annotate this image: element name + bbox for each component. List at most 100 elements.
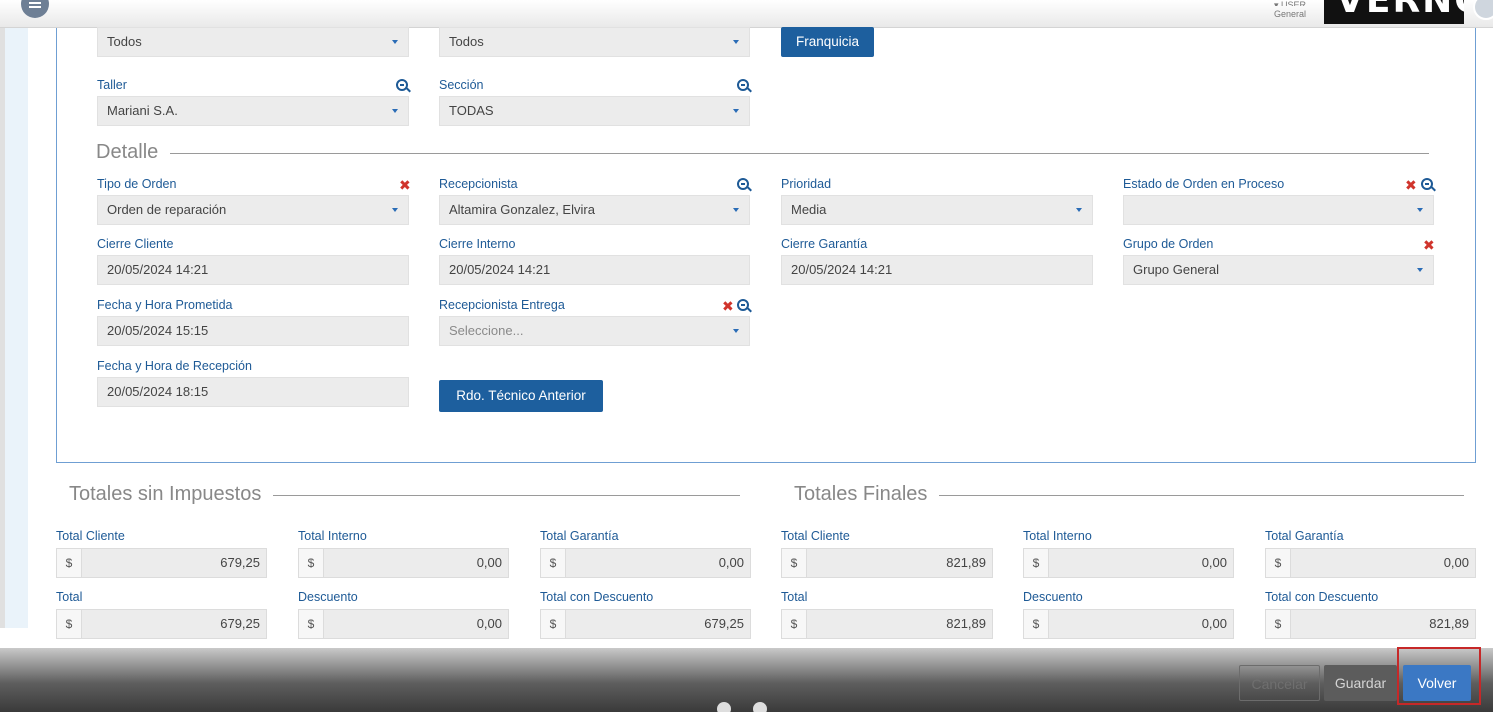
amount-value: 679,25 — [704, 616, 744, 631]
chevron-down-icon — [1417, 268, 1423, 272]
seccion-value: TODAS — [449, 103, 494, 118]
company-name: General — [1273, 9, 1307, 19]
search-icon[interactable] — [1421, 178, 1433, 190]
total-label: Total Cliente — [781, 529, 850, 543]
total-label: Total — [56, 590, 83, 604]
taller-select[interactable]: Mariani S.A. — [97, 96, 409, 126]
total-field[interactable]: $ 0,00 — [540, 548, 751, 578]
rdo-tecnico-button[interactable]: Rdo. Técnico Anterior — [439, 380, 603, 412]
user-info[interactable]: ▾ USER General — [1262, 0, 1318, 19]
left-strip — [0, 28, 28, 628]
cierre-interno-field[interactable]: 20/05/2024 14:21 — [439, 255, 750, 285]
total-field[interactable]: $ 0,00 — [1265, 548, 1476, 578]
carousel-dot[interactable] — [717, 702, 731, 712]
fecha-recepcion-field[interactable]: 20/05/2024 18:15 — [97, 377, 409, 407]
amount-value: 679,25 — [220, 555, 260, 570]
amount-value: 821,89 — [946, 555, 986, 570]
total-field[interactable]: $ 821,89 — [781, 609, 993, 639]
cierre-cliente-label: Cierre Cliente — [97, 237, 174, 251]
search-icon[interactable] — [737, 299, 749, 311]
prioridad-value: Media — [791, 202, 827, 217]
cierre-garantia-field[interactable]: 20/05/2024 14:21 — [781, 255, 1093, 285]
filter-select-1-value: Todos — [107, 34, 142, 49]
clear-icon[interactable]: ✖ — [1423, 237, 1435, 253]
search-icon[interactable] — [737, 178, 749, 190]
order-panel — [56, 28, 1476, 463]
amount-value: 821,89 — [946, 616, 986, 631]
estado-select[interactable] — [1123, 195, 1434, 225]
brand-logo-text: VERNON — [1336, 0, 1464, 21]
total-field[interactable]: $ 679,25 — [540, 609, 751, 639]
total-label: Total Cliente — [56, 529, 125, 543]
cancel-button[interactable]: Cancelar — [1239, 665, 1320, 701]
recepcionista-select[interactable]: Altamira Gonzalez, Elvira — [439, 195, 750, 225]
totales-sin-divider — [69, 495, 740, 496]
total-field[interactable]: $ 821,89 — [1265, 609, 1476, 639]
chevron-down-icon — [392, 40, 398, 44]
recepcionista-value: Altamira Gonzalez, Elvira — [449, 202, 595, 217]
seccion-label: Sección — [439, 78, 484, 92]
tipo-orden-value: Orden de reparación — [107, 202, 227, 217]
fecha-prometida-value: 20/05/2024 15:15 — [107, 323, 209, 338]
currency-symbol: $ — [57, 549, 82, 577]
save-button[interactable]: Guardar — [1324, 665, 1397, 701]
totales-sin-title: Totales sin Impuestos — [69, 483, 274, 506]
cierre-cliente-field[interactable]: 20/05/2024 14:21 — [97, 255, 409, 285]
profile-avatar[interactable] — [1473, 0, 1493, 20]
currency-symbol: $ — [1266, 549, 1291, 577]
clear-icon[interactable]: ✖ — [722, 298, 734, 314]
amount-value: 0,00 — [718, 555, 744, 570]
totales-finales-divider — [794, 495, 1464, 496]
total-label: Total con Descuento — [540, 590, 654, 604]
menu-icon[interactable] — [21, 0, 49, 18]
search-icon[interactable] — [396, 79, 408, 91]
amount-value: 679,25 — [220, 616, 260, 631]
total-field[interactable]: $ 679,25 — [56, 548, 267, 578]
amount-value: 0,00 — [1443, 555, 1469, 570]
amount-value: 0,00 — [476, 616, 502, 631]
recep-entrega-select[interactable]: Seleccione... — [439, 316, 750, 346]
total-field[interactable]: $ 0,00 — [1023, 548, 1234, 578]
tipo-orden-label: Tipo de Orden — [97, 177, 177, 191]
amount-value: 0,00 — [476, 555, 502, 570]
chevron-down-icon — [733, 329, 739, 333]
total-field[interactable]: $ 0,00 — [1023, 609, 1234, 639]
currency-symbol: $ — [1024, 610, 1049, 638]
detalle-title: Detalle — [96, 141, 171, 164]
seccion-select[interactable]: TODAS — [439, 96, 750, 126]
currency-symbol: $ — [1266, 610, 1291, 638]
search-icon[interactable] — [737, 79, 749, 91]
filter-select-2-value: Todos — [449, 34, 484, 49]
currency-symbol: $ — [299, 610, 324, 638]
total-field[interactable]: $ 0,00 — [298, 609, 509, 639]
clear-icon[interactable]: ✖ — [399, 177, 411, 193]
detalle-divider — [96, 153, 1429, 154]
carousel-dot[interactable] — [753, 702, 767, 712]
chevron-down-icon — [1076, 208, 1082, 212]
cierre-interno-value: 20/05/2024 14:21 — [449, 262, 551, 277]
prioridad-select[interactable]: Media — [781, 195, 1093, 225]
back-button[interactable]: Volver — [1403, 665, 1471, 701]
tipo-orden-select[interactable]: Orden de reparación — [97, 195, 409, 225]
fecha-prometida-field[interactable]: 20/05/2024 15:15 — [97, 316, 409, 346]
chevron-down-icon — [392, 109, 398, 113]
total-field[interactable]: $ 679,25 — [56, 609, 267, 639]
filter-select-2[interactable]: Todos — [439, 27, 750, 57]
amount-value: 0,00 — [1201, 555, 1227, 570]
cierre-interno-label: Cierre Interno — [439, 237, 516, 251]
grupo-orden-select[interactable]: Grupo General — [1123, 255, 1434, 285]
cierre-garantia-value: 20/05/2024 14:21 — [791, 262, 893, 277]
clear-icon[interactable]: ✖ — [1405, 177, 1417, 193]
franquicia-button[interactable]: Franquicia — [781, 27, 874, 57]
total-field[interactable]: $ 0,00 — [298, 548, 509, 578]
total-label: Total Garantía — [1265, 529, 1344, 543]
total-field[interactable]: $ 821,89 — [781, 548, 993, 578]
cierre-cliente-value: 20/05/2024 14:21 — [107, 262, 209, 277]
grupo-orden-value: Grupo General — [1133, 262, 1219, 277]
top-bar: ▾ USER General VERNON — [0, 0, 1493, 28]
filter-select-1[interactable]: Todos — [97, 27, 409, 57]
chevron-down-icon — [733, 109, 739, 113]
recep-entrega-placeholder: Seleccione... — [449, 323, 524, 338]
total-label: Total — [781, 590, 808, 604]
recepcionista-label: Recepcionista — [439, 177, 518, 191]
